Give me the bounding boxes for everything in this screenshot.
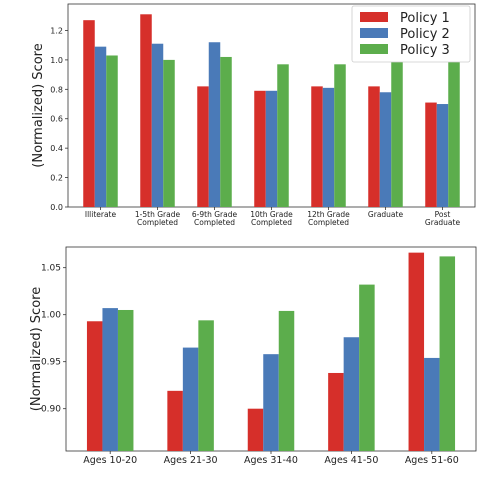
x-tick-label: Completed — [308, 218, 349, 227]
bar — [163, 59, 175, 207]
bar — [343, 337, 360, 451]
bar — [311, 86, 323, 207]
y-tick-label: 0.4 — [50, 144, 63, 153]
bar — [424, 357, 440, 451]
x-tick-label: Ages 21-30 — [164, 455, 218, 466]
bar — [117, 309, 134, 451]
bar — [334, 64, 346, 208]
y-tick-label: 0.0 — [50, 203, 63, 212]
x-tick-label: 6-9th Grade — [192, 210, 238, 219]
x-tick-label: Completed — [137, 218, 178, 227]
y-tick-label: 1.0 — [50, 56, 63, 65]
y-tick-label: 0.90 — [41, 405, 61, 415]
x-tick-label: Graduate — [425, 218, 461, 227]
x-tick-label: Illiterate — [85, 210, 117, 219]
y-tick-label: 1.2 — [50, 26, 63, 35]
x-tick-label: Ages 51-60 — [405, 455, 459, 466]
bar — [278, 310, 295, 451]
bar — [277, 64, 289, 208]
bar — [140, 14, 152, 207]
legend-swatch — [360, 44, 388, 54]
bar — [439, 256, 456, 451]
bar — [368, 86, 380, 207]
bar — [265, 90, 278, 207]
legend-label: Policy 3 — [400, 43, 450, 58]
bar — [328, 372, 344, 451]
bar — [208, 42, 221, 208]
chart-education-scores: 0.0 0.2 0.4 0.6 0.8 1.0 1.2 (Normalized) Score I… — [31, 3, 476, 227]
x-tick-label: Post — [435, 210, 451, 219]
bar — [391, 59, 403, 207]
x-tick-label: Ages 10-20 — [83, 455, 137, 466]
x-tick-label: 12th Grade — [307, 210, 350, 219]
bar — [86, 321, 103, 451]
bar — [220, 56, 232, 208]
x-tick-label: 10th Grade — [250, 210, 293, 219]
bar — [83, 20, 95, 208]
x-tick-label: Ages 41-50 — [324, 455, 378, 466]
bar — [167, 390, 183, 451]
y-tick-label: 0.6 — [50, 115, 63, 124]
bar — [106, 55, 118, 208]
bar — [379, 92, 392, 207]
bar — [322, 87, 335, 207]
bar — [247, 408, 264, 451]
legend-label: Policy 2 — [400, 27, 450, 42]
x-tick-label: Completed — [251, 218, 292, 227]
bar — [197, 86, 209, 207]
bar — [182, 347, 199, 451]
bar — [436, 104, 449, 207]
y-tick-label: 0.95 — [41, 358, 61, 368]
x-tick-label: Graduate — [368, 210, 404, 219]
bar — [408, 252, 425, 451]
x-tick-label: Ages 31-40 — [244, 455, 298, 466]
y-tick-label: 1.00 — [41, 311, 61, 321]
x-tick-label: Completed — [194, 218, 235, 227]
bar — [448, 59, 460, 207]
y-tick-label: 0.2 — [50, 174, 63, 183]
y-tick-label: 0.8 — [50, 85, 63, 94]
y-axis-label: (Normalized) Score — [31, 43, 46, 167]
bar — [94, 46, 107, 207]
y-axis-label: (Normalized) Score — [29, 287, 44, 411]
bar — [359, 284, 375, 451]
bar — [151, 43, 164, 207]
bar — [425, 102, 437, 207]
legend-swatch — [360, 28, 388, 38]
x-tick-label: 1-5th Grade — [135, 210, 181, 219]
y-tick-label: 1.05 — [41, 264, 61, 274]
bar — [198, 320, 214, 451]
legend-swatch — [360, 12, 388, 22]
bar — [263, 354, 279, 451]
bar — [102, 308, 118, 451]
bar — [254, 90, 266, 207]
legend-label: Policy 1 — [400, 11, 450, 26]
